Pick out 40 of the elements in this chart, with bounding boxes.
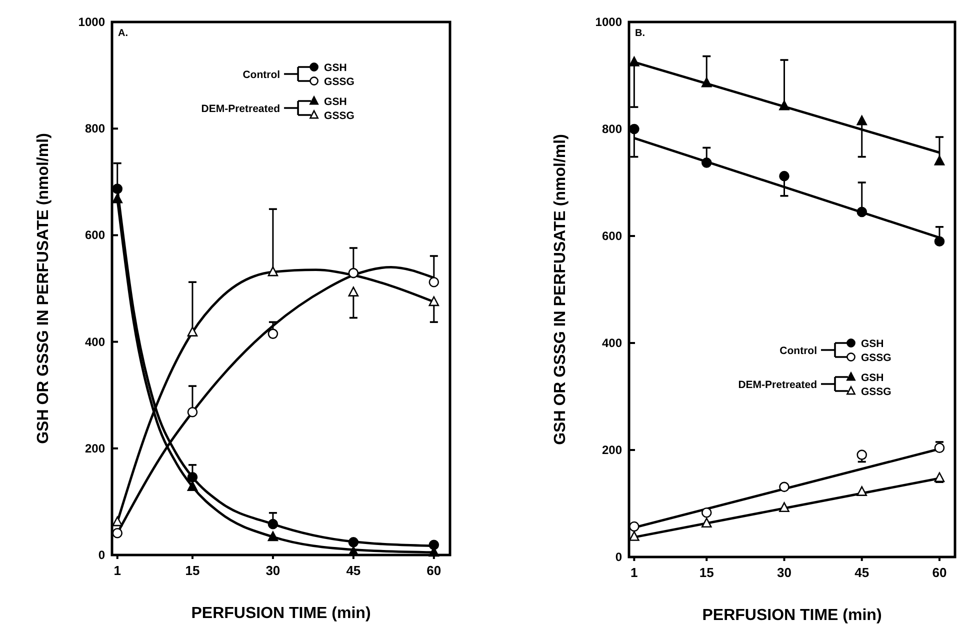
x-tick-label: 60	[426, 563, 442, 578]
y-tick-label: 0	[98, 548, 106, 562]
legend-label: GSSG	[861, 352, 892, 364]
y-tick-label: 1000	[78, 15, 106, 29]
x-tick-label: 30	[777, 565, 792, 580]
y-tick-label: 1000	[595, 15, 622, 29]
y-axis-title: GSH OR GSSG IN PERFUSATE (nmol/ml)	[35, 133, 52, 444]
y-tick-label: 400	[84, 334, 106, 349]
y-tick-label: 200	[84, 441, 106, 456]
legend-label: GSH	[324, 62, 347, 74]
y-axis-title: GSH OR GSSG IN PERFUSATE (nmol/ml)	[552, 134, 569, 445]
text: A.	[118, 28, 128, 39]
annotation: Control	[242, 69, 280, 81]
legend-label: GSSG	[324, 110, 354, 122]
text: B.	[635, 28, 646, 39]
annotation: Control	[780, 345, 818, 357]
annotation: DEM-Pretreated	[738, 379, 817, 391]
x-tick-label: 15	[699, 565, 714, 580]
legend-label: GSSG	[324, 76, 354, 88]
x-tick-label: 30	[266, 563, 280, 578]
x-tick-label: 60	[932, 565, 947, 580]
x-tick-label: 45	[854, 565, 870, 580]
y-tick-label: 0	[615, 550, 622, 564]
y-tick-label: 800	[602, 122, 622, 136]
y-tick-label: 200	[602, 443, 622, 457]
legend-label: GSSG	[861, 386, 892, 398]
y-tick-label: 800	[84, 122, 106, 136]
x-axis-title: PERFUSION TIME (min)	[191, 605, 371, 622]
x-tick-label: 1	[630, 565, 638, 580]
legend-label: GSH	[324, 96, 347, 108]
y-tick-label: 600	[84, 228, 106, 242]
y-tick-label: 400	[602, 336, 622, 350]
x-tick-label: 45	[346, 563, 361, 578]
x-tick-label: 1	[114, 563, 121, 578]
legend-label: GSH	[861, 372, 884, 384]
annotation: DEM-Pretreated	[201, 103, 280, 115]
x-axis-title: PERFUSION TIME (min)	[702, 607, 882, 624]
y-tick-label: 600	[602, 229, 622, 243]
x-tick-label: 15	[185, 563, 200, 578]
legend-label: GSH	[861, 338, 884, 350]
